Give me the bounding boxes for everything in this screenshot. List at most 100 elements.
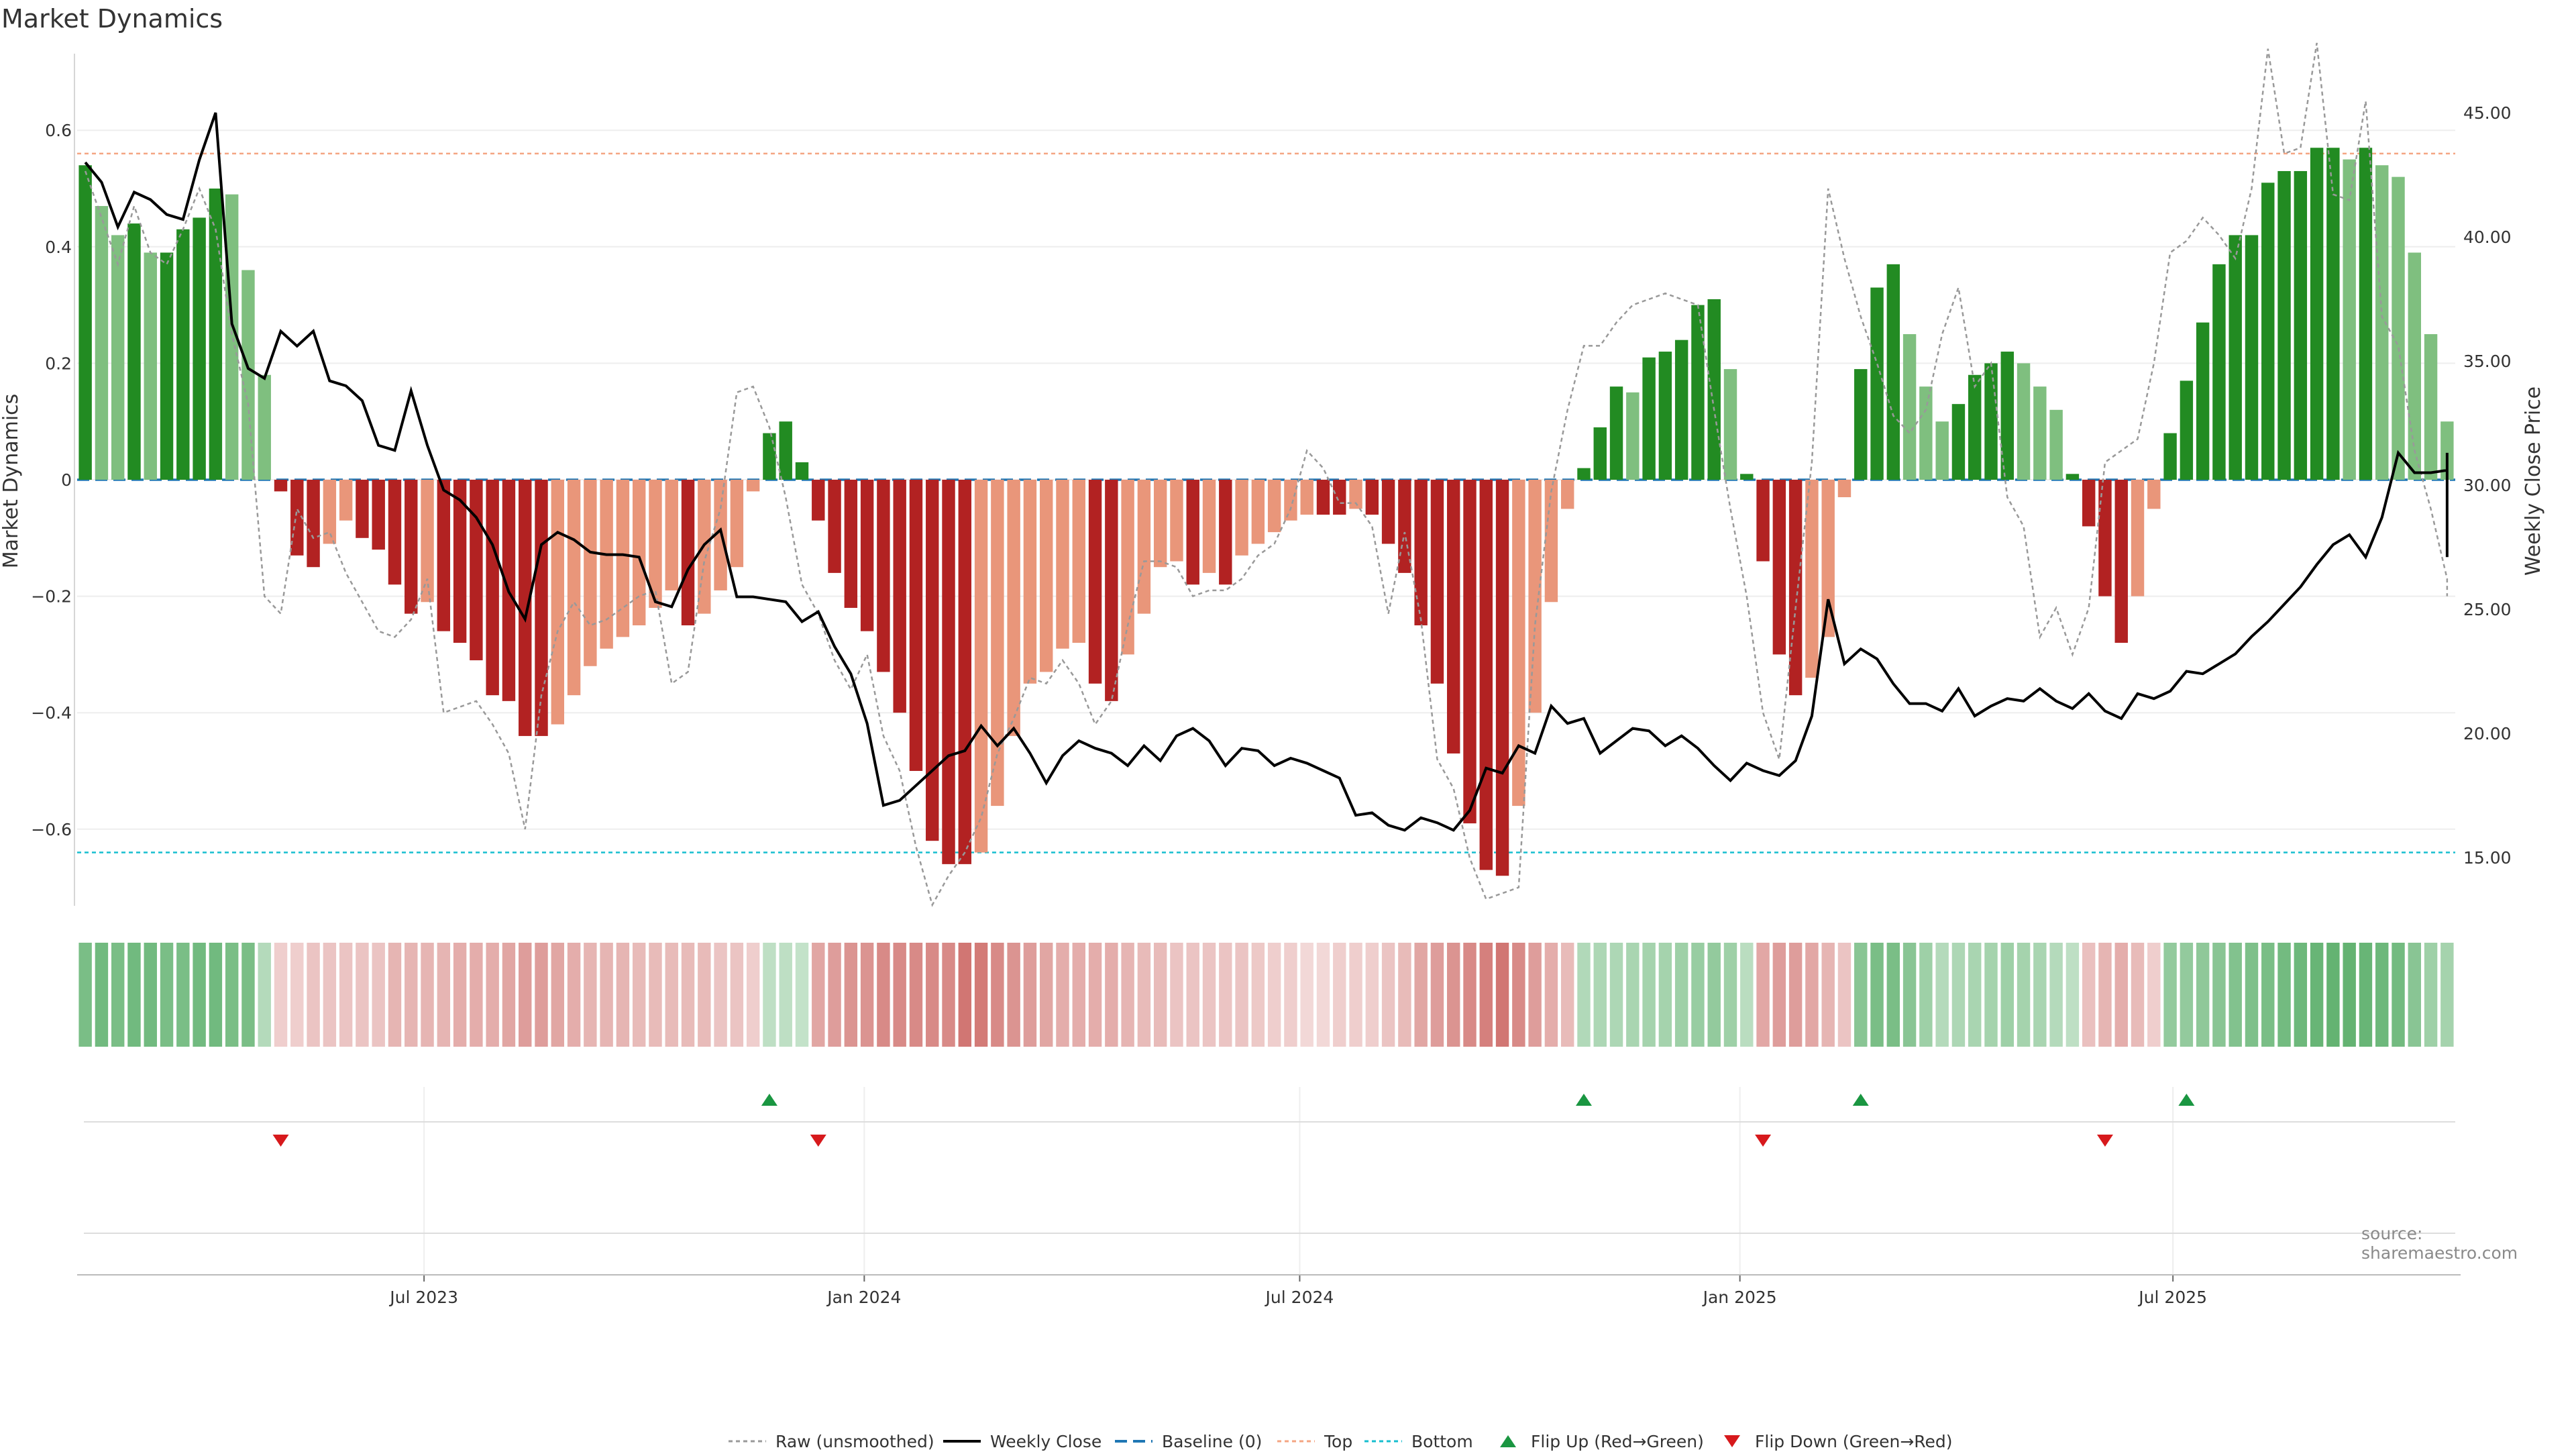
dynamics-bar — [1512, 480, 1525, 807]
y-tick-label: 0.6 — [45, 121, 72, 140]
heat-cell — [2196, 943, 2210, 1047]
legend: Raw (unsmoothed) Weekly Close Baseline (… — [0, 1426, 2576, 1456]
chart-title: Market Dynamics — [1, 4, 223, 34]
dynamics-bar — [1349, 480, 1362, 509]
heat-cell — [225, 943, 239, 1047]
y-tick-label: 0.2 — [45, 354, 72, 373]
heat-cell — [746, 943, 760, 1047]
y-tick-label: −0.6 — [31, 820, 72, 839]
dynamics-bar — [290, 480, 304, 556]
heat-cell — [551, 943, 564, 1047]
heat-cell — [779, 943, 792, 1047]
heat-cell — [1658, 943, 1672, 1047]
triangle-up-icon — [1500, 1435, 1516, 1447]
heat-strip — [78, 943, 2454, 1047]
heat-cell — [1902, 943, 1917, 1047]
heat-cell — [1121, 943, 1134, 1047]
dynamics-bar — [1544, 480, 1558, 603]
dynamics-bar — [2375, 165, 2389, 480]
heat-cell — [812, 943, 825, 1047]
y2-tick-label: 20.00 — [2463, 724, 2512, 743]
legend-item-raw: Raw (unsmoothed) — [729, 1426, 934, 1456]
dynamics-bar — [1723, 369, 1737, 480]
heat-cell — [2098, 943, 2112, 1047]
dynamics-bar — [600, 480, 613, 649]
dynamics-bar — [2196, 322, 2210, 480]
heat-cell — [1105, 943, 1118, 1047]
heat-cell — [1707, 943, 1721, 1047]
heat-cell — [958, 943, 972, 1047]
legend-item-close: Weekly Close — [943, 1426, 1102, 1456]
dynamics-bar — [1740, 474, 1754, 480]
dynamics-bar — [974, 480, 988, 853]
dynamics-bar — [1707, 299, 1721, 480]
heat-cell — [714, 943, 727, 1047]
dynamics-bar — [2212, 264, 2226, 480]
dynamics-bar — [1398, 480, 1411, 573]
heat-cell — [1479, 943, 1493, 1047]
heat-cell — [470, 943, 483, 1047]
dynamics-bar — [1886, 264, 1900, 480]
dynamics-bar — [1854, 369, 1868, 480]
flip-up-marker — [761, 1094, 777, 1106]
legend-label-bottom: Bottom — [1411, 1431, 1473, 1451]
dynamics-bar — [730, 480, 744, 568]
dynamics-bar — [1414, 480, 1428, 625]
heat-cell — [665, 943, 678, 1047]
flip-markers — [272, 1094, 2195, 1147]
heat-cell — [1512, 943, 1525, 1047]
heat-cell — [893, 943, 906, 1047]
heat-cell — [763, 943, 776, 1047]
heat-cell — [1854, 943, 1868, 1047]
bottom-line-icon — [1364, 1440, 1402, 1443]
dynamics-bar — [2440, 421, 2454, 480]
dynamics-bar — [1023, 480, 1037, 684]
y-axis-title: Market Dynamics — [0, 394, 23, 569]
heat-cell — [2424, 943, 2438, 1047]
dynamics-bar — [942, 480, 955, 864]
close-line-icon — [943, 1440, 981, 1443]
heat-cell — [1447, 943, 1460, 1047]
flip-down-marker — [1755, 1135, 1772, 1147]
flip-down-marker — [2096, 1135, 2113, 1147]
heat-cell — [1023, 943, 1037, 1047]
legend-label-baseline: Baseline (0) — [1162, 1431, 1263, 1451]
heat-cell — [1186, 943, 1199, 1047]
dynamics-bar — [1674, 340, 1688, 480]
dynamics-bar — [1691, 305, 1705, 480]
heat-cell — [1919, 943, 1933, 1047]
dynamics-bar — [1951, 404, 1966, 480]
dynamics-bar — [437, 480, 451, 631]
heat-cell — [1039, 943, 1053, 1047]
heat-cell — [307, 943, 320, 1047]
heat-cell — [1935, 943, 1949, 1047]
heat-cell — [519, 943, 532, 1047]
heat-cell — [1202, 943, 1216, 1047]
dynamics-bar — [486, 480, 499, 696]
dynamics-bar — [1902, 334, 1917, 480]
flip-up-marker — [1575, 1094, 1592, 1106]
dynamics-bar — [127, 223, 141, 480]
heat-cell — [828, 943, 841, 1047]
dynamics-bar — [1560, 480, 1574, 509]
heat-cell — [2229, 943, 2242, 1047]
dynamics-bar — [2147, 480, 2161, 509]
dynamics-bar — [2245, 235, 2259, 480]
heat-cell — [1300, 943, 1313, 1047]
dynamics-bar — [763, 433, 776, 480]
heat-cell — [1577, 943, 1591, 1047]
dynamics-bar — [323, 480, 337, 544]
legend-label-top: Top — [1324, 1431, 1353, 1451]
heat-cell — [2033, 943, 2047, 1047]
dynamics-bar — [860, 480, 874, 631]
dynamics-bar — [1007, 480, 1020, 736]
heat-cell — [356, 943, 369, 1047]
dynamics-bar — [1430, 480, 1444, 684]
x-tick-label: Jan 2024 — [826, 1288, 901, 1307]
heat-cell — [2375, 943, 2389, 1047]
dynamics-bar — [2000, 352, 2014, 480]
heat-cell — [1544, 943, 1558, 1047]
y2-axis-title: Weekly Close Price — [2522, 386, 2545, 576]
heat-cell — [388, 943, 402, 1047]
dynamics-bar — [2082, 480, 2096, 527]
